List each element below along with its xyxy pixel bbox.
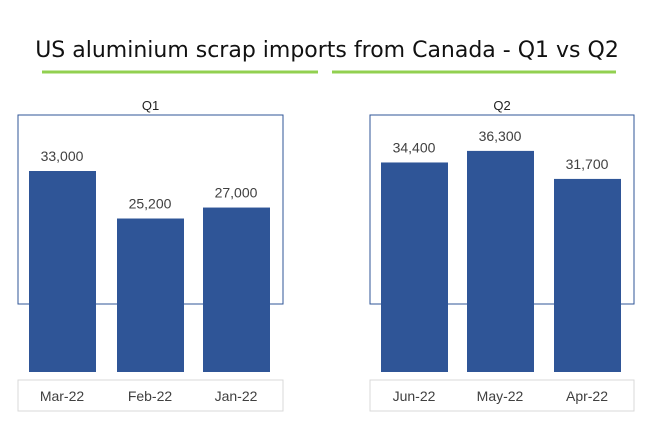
- category-label-may-22: May-22: [477, 388, 524, 404]
- data-label-jan-22: 27,000: [215, 185, 258, 201]
- category-axis-box-q1: [17, 379, 284, 412]
- data-label-may-22: 36,300: [479, 128, 522, 144]
- category-label-apr-22: Apr-22: [566, 388, 608, 404]
- category-label-feb-22: Feb-22: [128, 388, 173, 404]
- data-label-jun-22: 34,400: [393, 139, 436, 155]
- bar-jun-22: [381, 162, 448, 372]
- data-label-apr-22: 31,700: [566, 156, 609, 172]
- category-axis-box-q2: [369, 379, 635, 412]
- group-label-q2: Q2: [493, 98, 510, 113]
- data-label-feb-22: 25,200: [129, 196, 172, 212]
- bar-apr-22: [554, 178, 621, 372]
- bar-mar-22: [29, 171, 96, 372]
- chart-title: US aluminium scrap imports from Canada -…: [35, 38, 619, 63]
- category-label-jun-22: Jun-22: [393, 388, 436, 404]
- bar-jan-22: [203, 207, 270, 372]
- bar-feb-22: [117, 218, 184, 372]
- data-label-mar-22: 33,000: [41, 148, 84, 164]
- category-label-jan-22: Jan-22: [215, 388, 258, 404]
- category-label-mar-22: Mar-22: [40, 388, 85, 404]
- bar-may-22: [467, 150, 534, 372]
- group-label-q1: Q1: [142, 98, 159, 113]
